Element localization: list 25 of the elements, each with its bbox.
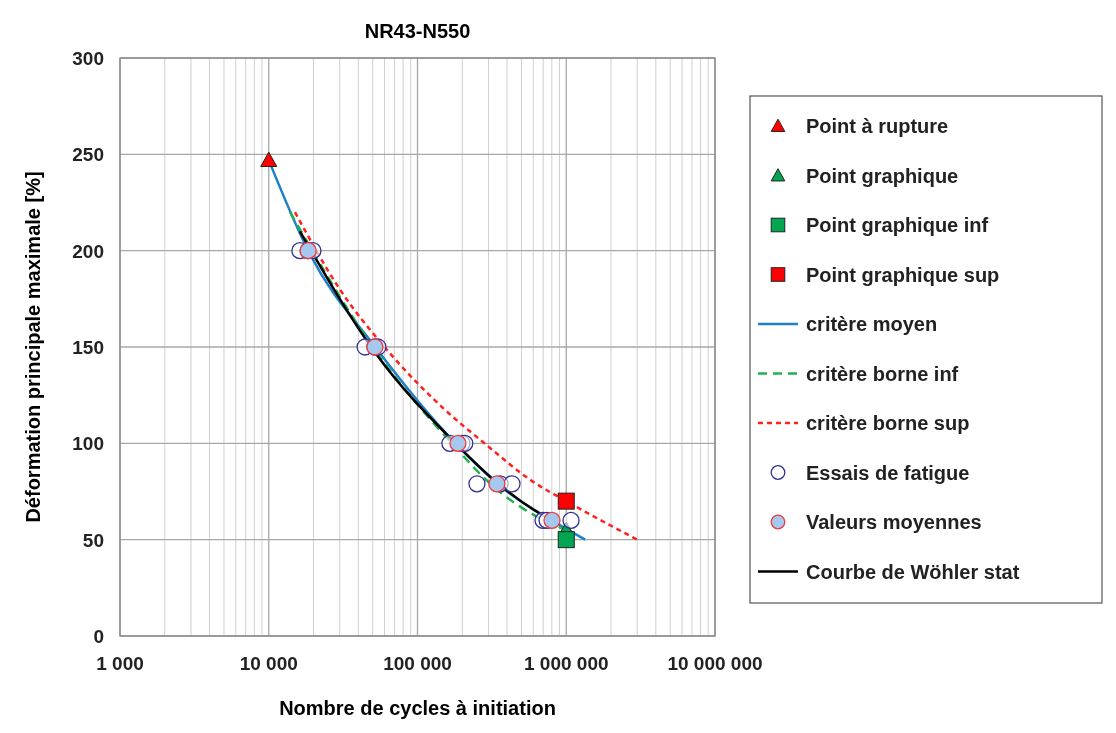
y-tick-label: 0 — [93, 626, 104, 647]
legend-label: Courbe de Wöhler stat — [806, 560, 1020, 583]
y-axis-title: Déformation principale maximale [%] — [22, 171, 44, 523]
legend-label: Point graphique — [806, 164, 959, 187]
x-tick-label: 1 000 000 — [523, 653, 609, 674]
legend-label: Point graphique sup — [806, 263, 1000, 286]
legend-label: Point à rupture — [806, 115, 949, 137]
y-tick-label: 200 — [72, 240, 104, 262]
x-tick-label: 10 000 — [239, 653, 298, 674]
legend-label: critère moyen — [806, 313, 938, 335]
y-tick-label: 50 — [82, 529, 104, 551]
x-tick-label: 100 000 — [383, 653, 452, 674]
legend-label: critère borne sup — [806, 412, 970, 434]
y-tick-label: 150 — [72, 337, 104, 358]
legend-label: Valeurs moyennes — [806, 511, 982, 533]
y-tick-label: 250 — [72, 144, 104, 166]
legend-label: critère borne inf — [806, 362, 959, 385]
x-tick-label: 1 000 — [96, 653, 144, 674]
legend-label: Point graphique inf — [806, 214, 989, 236]
x-tick-label: 10 000 000 — [667, 653, 763, 674]
x-axis-title: Nombre de cycles à initiation — [279, 697, 556, 719]
y-tick-label: 300 — [72, 48, 104, 69]
y-tick-label: 100 — [72, 433, 104, 455]
legend-label: Essais de fatigue — [806, 461, 970, 484]
chart-title: NR43-N550 — [364, 20, 471, 42]
